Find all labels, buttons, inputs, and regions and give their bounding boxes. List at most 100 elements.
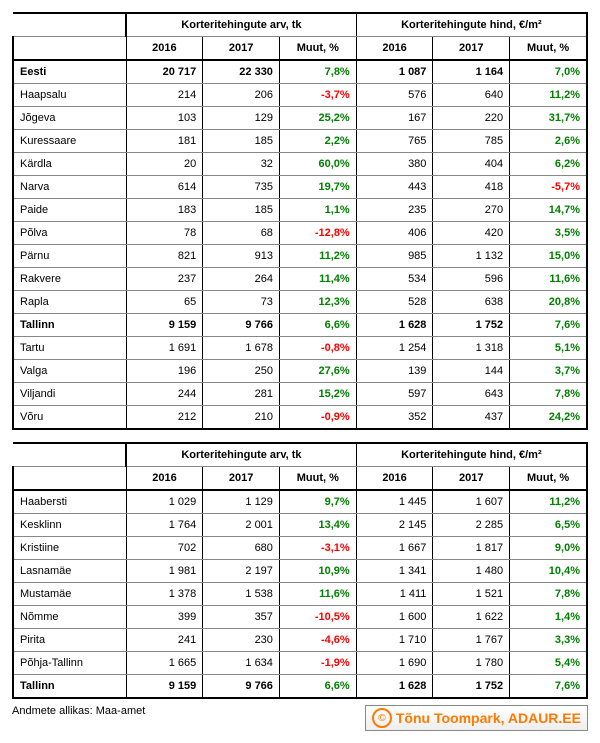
count-change: -3,1%	[279, 537, 356, 560]
price-2016: 1 628	[356, 314, 433, 337]
price-2017: 1 164	[433, 60, 510, 84]
row-name: Põlva	[13, 222, 126, 245]
count-change: -1,9%	[279, 652, 356, 675]
count-change: 10,9%	[279, 560, 356, 583]
count-2016: 821	[126, 245, 203, 268]
count-change: 11,2%	[279, 245, 356, 268]
price-change: 3,7%	[510, 360, 587, 383]
count-change: 15,2%	[279, 383, 356, 406]
count-2016: 181	[126, 130, 203, 153]
price-change: 7,0%	[510, 60, 587, 84]
row-name: Jõgeva	[13, 107, 126, 130]
table-row: Pärnu82191311,2%9851 13215,0%	[13, 245, 587, 268]
row-name: Rakvere	[13, 268, 126, 291]
count-change: 19,7%	[279, 176, 356, 199]
price-change: 11,2%	[510, 490, 587, 514]
table-row: Viljandi24428115,2%5976437,8%	[13, 383, 587, 406]
price-2017: 270	[433, 199, 510, 222]
price-2017: 596	[433, 268, 510, 291]
price-2016: 1 667	[356, 537, 433, 560]
table-row: Kesklinn1 7642 00113,4%2 1452 2856,5%	[13, 514, 587, 537]
price-2016: 2 145	[356, 514, 433, 537]
count-2017: 1 678	[203, 337, 280, 360]
header-blank2	[13, 467, 126, 491]
price-change: 3,3%	[510, 629, 587, 652]
count-2017: 1 634	[203, 652, 280, 675]
count-2017: 68	[203, 222, 280, 245]
count-2017: 206	[203, 84, 280, 107]
count-change: 27,6%	[279, 360, 356, 383]
row-name: Võru	[13, 406, 126, 430]
price-2016: 534	[356, 268, 433, 291]
count-2017: 281	[203, 383, 280, 406]
table-row: Paide1831851,1%23527014,7%	[13, 199, 587, 222]
table-row: Kärdla203260,0%3804046,2%	[13, 153, 587, 176]
table-row: Valga19625027,6%1391443,7%	[13, 360, 587, 383]
row-name: Kärdla	[13, 153, 126, 176]
table-row: Tallinn9 1599 7666,6%1 6281 7527,6%	[13, 675, 587, 699]
count-2017: 735	[203, 176, 280, 199]
count-change: 13,4%	[279, 514, 356, 537]
count-change: 9,7%	[279, 490, 356, 514]
price-2016: 380	[356, 153, 433, 176]
table-row: Jõgeva10312925,2%16722031,7%	[13, 107, 587, 130]
row-name: Kuressaare	[13, 130, 126, 153]
count-2017: 357	[203, 606, 280, 629]
price-2016: 235	[356, 199, 433, 222]
price-2017: 404	[433, 153, 510, 176]
count-2016: 20	[126, 153, 203, 176]
table-row: Võru212210-0,9%35243724,2%	[13, 406, 587, 430]
price-2017: 1 318	[433, 337, 510, 360]
count-2016: 1 029	[126, 490, 203, 514]
count-2016: 1 981	[126, 560, 203, 583]
row-name: Pärnu	[13, 245, 126, 268]
count-change: -0,9%	[279, 406, 356, 430]
price-2016: 1 254	[356, 337, 433, 360]
count-2016: 241	[126, 629, 203, 652]
price-2017: 1 607	[433, 490, 510, 514]
price-change: 9,0%	[510, 537, 587, 560]
count-2017: 680	[203, 537, 280, 560]
count-change: 2,2%	[279, 130, 356, 153]
price-2017: 418	[433, 176, 510, 199]
count-change: 7,8%	[279, 60, 356, 84]
header-count-group: Korteritehingute arv, tk	[126, 13, 356, 37]
copyright-icon: ©	[372, 708, 392, 728]
table-row: Kuressaare1811852,2%7657852,6%	[13, 130, 587, 153]
count-2017: 230	[203, 629, 280, 652]
price-2016: 406	[356, 222, 433, 245]
price-2016: 1 628	[356, 675, 433, 699]
row-name: Kristiine	[13, 537, 126, 560]
count-2016: 65	[126, 291, 203, 314]
count-2016: 244	[126, 383, 203, 406]
header-2017: 2017	[203, 467, 280, 491]
count-2017: 2 001	[203, 514, 280, 537]
header-2016: 2016	[356, 37, 433, 61]
row-name: Põhja-Tallinn	[13, 652, 126, 675]
table-row: Eesti20 71722 3307,8%1 0871 1647,0%	[13, 60, 587, 84]
row-name: Viljandi	[13, 383, 126, 406]
count-2016: 1 764	[126, 514, 203, 537]
count-2016: 614	[126, 176, 203, 199]
count-change: -3,7%	[279, 84, 356, 107]
price-change: 3,5%	[510, 222, 587, 245]
price-2017: 638	[433, 291, 510, 314]
count-2017: 264	[203, 268, 280, 291]
count-2017: 9 766	[203, 314, 280, 337]
price-2017: 1 752	[433, 314, 510, 337]
count-2016: 1 691	[126, 337, 203, 360]
header-2017: 2017	[433, 37, 510, 61]
header-2016: 2016	[126, 37, 203, 61]
count-2017: 2 197	[203, 560, 280, 583]
count-2016: 183	[126, 199, 203, 222]
header-change: Muut, %	[510, 37, 587, 61]
count-2017: 185	[203, 130, 280, 153]
price-2016: 985	[356, 245, 433, 268]
count-2017: 32	[203, 153, 280, 176]
count-2016: 1 378	[126, 583, 203, 606]
count-2017: 129	[203, 107, 280, 130]
count-2017: 1 129	[203, 490, 280, 514]
price-change: 20,8%	[510, 291, 587, 314]
price-2016: 1 445	[356, 490, 433, 514]
table-row: Pirita241230-4,6%1 7101 7673,3%	[13, 629, 587, 652]
